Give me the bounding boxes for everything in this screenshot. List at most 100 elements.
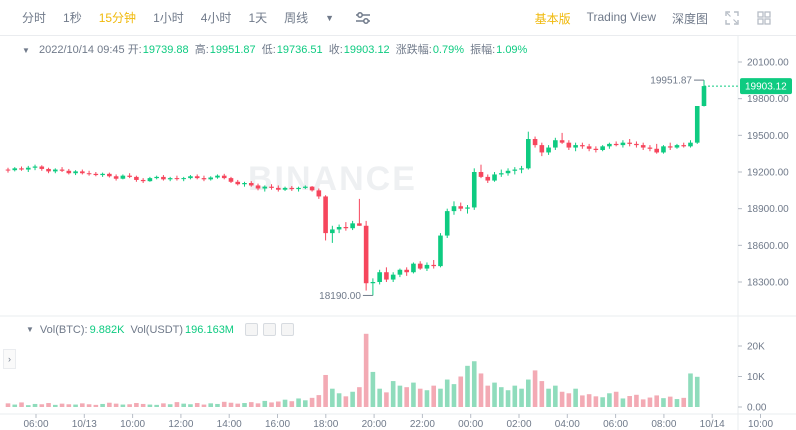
candle-body [600,146,605,150]
ohlc-legend: ▼ 2022/10/14 09:45 开:19739.88 高:19951.87… [22,41,530,57]
time-tick-label: 06:00 [23,419,48,430]
interval-3[interactable]: 1小时 [153,11,184,25]
close-icon[interactable] [280,323,294,336]
volume-bar [411,382,416,407]
interval-1[interactable]: 1秒 [63,11,82,25]
view-tab-0[interactable]: 基本版 [534,11,571,26]
candle-body [107,173,112,177]
volume-bar [438,388,443,407]
candle-body [53,169,58,172]
volume-bar [640,399,646,407]
candle-body [370,282,376,284]
candle-body [235,181,241,185]
candle-body [120,175,126,179]
open-value: 19739.88 [142,44,189,56]
candle-body [627,142,632,144]
candle-body [309,186,315,191]
candle-body [492,174,497,181]
current-price-label: 19903.12 [745,82,787,93]
candle-body [161,176,166,180]
candle-body [5,169,11,171]
candle-body [526,139,531,169]
candle-body [242,183,247,185]
candle-body [289,187,295,190]
volume-bar [580,395,585,407]
time-tick-label: 12:00 [168,419,193,430]
close-value: 19903.12 [343,44,390,56]
volume-bar [303,400,308,407]
candle-body [654,148,659,153]
volume-bar [39,404,45,407]
amplitude-value: 1.09% [496,44,528,56]
settings-icon[interactable] [262,323,276,336]
candle-body [343,227,349,229]
volume-bar [59,403,65,407]
price-tick-label: 20100.00 [747,58,789,69]
candle-body [140,179,146,182]
expand-panel-icon[interactable]: › [3,349,16,369]
fullscreen-icon[interactable] [724,10,740,26]
candle-body [634,143,639,146]
volume-bar [634,394,639,407]
candle-body [471,172,477,208]
volume-bar [478,373,484,407]
volume-bar [140,403,146,407]
candle-body [86,173,92,175]
view-selector: 基本版 Trading View 深度图 [519,0,772,36]
volume-bar [228,402,234,407]
interval-2[interactable]: 15分钟 [98,11,137,25]
volume-bar [377,388,382,407]
change-label: 涨跌幅: [395,44,432,56]
volume-bar [269,402,274,407]
candle-body [194,176,200,179]
candle-body [485,176,491,181]
view-tab-1[interactable]: Trading View [586,9,656,24]
volume-bar [600,397,605,407]
candle-body [417,263,423,269]
high-label: 高: [194,44,209,56]
volume-bar [343,396,349,407]
interval-0[interactable]: 分时 [22,11,47,25]
volume-bar [12,404,18,407]
grid-layout-icon[interactable] [756,10,772,26]
indicator-settings-icon[interactable] [354,11,372,25]
high-value: 19951.87 [209,44,256,56]
vol-btc-value: 9.882K [89,323,125,336]
volume-bar [66,404,72,407]
volume-bar [289,401,295,407]
candle-body [647,147,653,149]
interval-5[interactable]: 1天 [248,11,268,25]
candle-body [357,223,362,226]
volume-bar [607,393,612,407]
candle-body [384,272,389,280]
candle-body [262,186,268,189]
volume-bar [431,385,437,407]
volume-tick-label: 20K [747,342,765,353]
volume-bar [613,391,619,407]
time-tick-label: 10:00 [120,419,145,430]
volume-bar [492,382,497,407]
view-tab-2[interactable]: 深度图 [671,11,708,26]
volume-legend: ▼ Vol(BTC): 9.882K Vol(USDT) 196.163M [26,323,294,336]
candlestick-chart[interactable]: BINANCE 20100.00 19800.00 19500.00 19200.00… [0,36,796,430]
candle-body [505,170,511,174]
candle-body [255,185,261,189]
volume-bar [519,388,524,407]
volume-bar [127,404,132,407]
time-tick-label: 08:00 [651,419,676,430]
eye-icon[interactable] [244,323,258,336]
volume-bar [255,403,261,407]
interval-4[interactable]: 4小时 [200,11,232,25]
volume-bar [357,387,362,407]
legend-collapse-icon[interactable]: ▼ [22,46,30,55]
volume-bar [120,404,126,407]
volume-bar [80,403,85,407]
legend-collapse-icon[interactable]: ▼ [26,325,34,334]
volume-bar [215,403,220,407]
volume-bar [627,396,632,407]
chevron-down-icon[interactable]: ▼ [325,12,335,23]
low-marker-label: 18190.00 [319,291,361,302]
interval-6[interactable]: 周线 [284,11,309,25]
low-value: 19736.51 [276,44,323,56]
volume-bar [107,402,112,407]
